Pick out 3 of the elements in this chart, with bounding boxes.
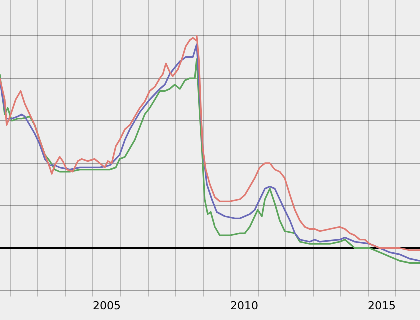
x-tick-label: 2015 (368, 299, 396, 312)
x-tick-label: 2005 (92, 299, 121, 312)
x-tick-label: 2010 (230, 299, 259, 312)
